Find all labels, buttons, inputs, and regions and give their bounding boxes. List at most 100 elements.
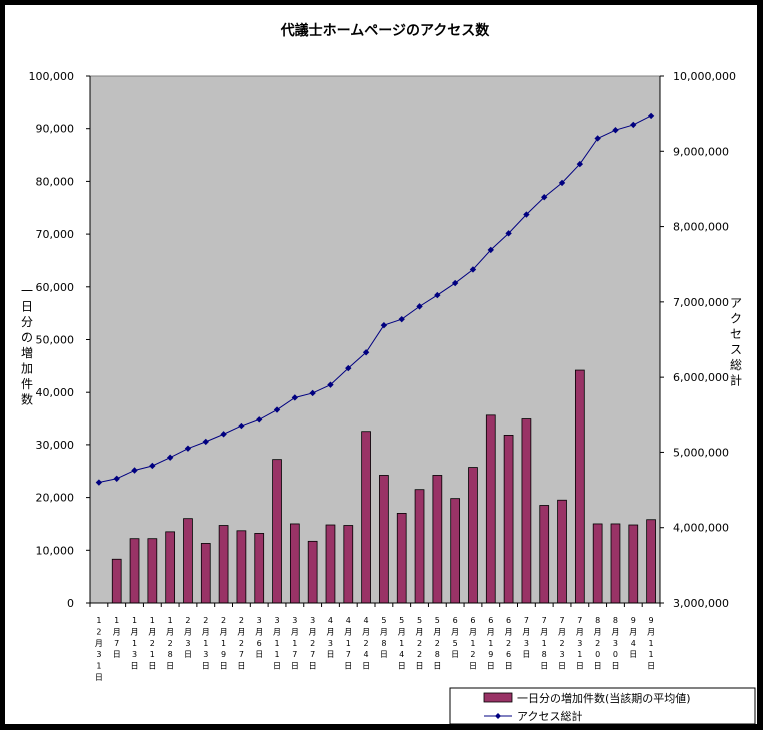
right-tick-label-1: 4,000,000 <box>673 522 729 535</box>
right-tick-label-3: 6,000,000 <box>673 371 729 384</box>
chart: 代議士ホームページのアクセス数 0 10,000 20,000 30,000 40,00… <box>21 22 756 724</box>
total-point-12 <box>309 389 316 397</box>
bar-5 <box>183 518 193 604</box>
right-tick-label-5: 8,000,000 <box>673 221 729 234</box>
total-point-15 <box>362 349 370 356</box>
left-tick-label-9: 90,000 <box>36 123 75 136</box>
bar-12 <box>307 540 318 604</box>
total-point-20 <box>451 279 459 287</box>
bar-24 <box>521 418 532 604</box>
bar-18 <box>414 489 425 604</box>
total-point-28 <box>594 135 601 142</box>
total-point-29 <box>612 127 619 134</box>
total-point-16 <box>380 321 388 329</box>
bar-9 <box>254 533 265 604</box>
chart-frame: 代議士ホームページのアクセス数 0 10,000 20,000 30,000 40,00… <box>5 5 757 724</box>
bar-19 <box>432 475 443 604</box>
left-tick-label-2: 20,000 <box>36 492 75 505</box>
total-point-31 <box>647 112 655 120</box>
right-tick-label-4: 7,000,000 <box>673 296 729 309</box>
bar-8 <box>236 530 247 604</box>
left-tick-label-6: 60,000 <box>36 281 75 294</box>
total-point-3 <box>149 462 156 470</box>
y2-axis-title: アクセス総計 <box>730 296 742 388</box>
bar-20 <box>450 498 461 604</box>
bar-10 <box>272 459 282 604</box>
right-tick-label-2: 5,000,000 <box>673 446 729 459</box>
total-point-17 <box>398 315 405 323</box>
bar-31 <box>646 519 656 604</box>
total-point-30 <box>630 121 637 129</box>
bar-30 <box>628 524 639 604</box>
bar-11 <box>289 523 300 604</box>
total-point-13 <box>327 381 334 388</box>
bar-23 <box>503 435 514 604</box>
chart-title: 代議士ホームページのアクセス数 <box>280 22 491 39</box>
total-point-24 <box>523 211 530 218</box>
bar-2 <box>129 538 140 604</box>
legend-label-line: アクセス総計 <box>517 709 582 723</box>
bar-28 <box>592 523 603 604</box>
legend-label-bars: 一日分の増加件数(当該期の平均値) <box>517 691 691 705</box>
left-tick-label-4: 40,000 <box>36 386 75 399</box>
left-tick-label-0: 0 <box>67 597 74 610</box>
left-tick-label-1: 10,000 <box>36 544 75 557</box>
bar-15 <box>361 431 371 604</box>
total-point-1 <box>113 475 120 482</box>
bar-29 <box>610 523 621 604</box>
y-axis-title: 一日分の増加件数 <box>21 284 33 407</box>
total-point-18 <box>416 303 423 310</box>
total-point-14 <box>345 364 352 372</box>
bar-4 <box>165 531 176 604</box>
bar-21 <box>468 467 478 604</box>
bar-6 <box>200 543 211 604</box>
total-point-23 <box>505 230 512 237</box>
total-point-5 <box>184 445 192 452</box>
left-tick-label-8: 80,000 <box>36 175 75 188</box>
legend-swatch-bars <box>483 692 513 703</box>
bar-22 <box>485 414 496 604</box>
bar-13 <box>325 524 336 604</box>
bar-1 <box>111 558 122 604</box>
total-point-9 <box>256 416 263 423</box>
left-tick-label-7: 70,000 <box>36 228 75 241</box>
left-tick-label-5: 50,000 <box>36 334 75 347</box>
left-tick-label-10: 100,000 <box>29 70 75 83</box>
bar-25 <box>539 505 550 604</box>
right-tick-label-6: 9,000,000 <box>673 145 729 158</box>
bar-17 <box>396 513 407 604</box>
total-point-6 <box>202 438 209 446</box>
total-point-21 <box>469 266 477 273</box>
total-point-10 <box>273 406 281 413</box>
total-point-19 <box>434 291 441 299</box>
legend-swatch-marker <box>495 713 501 719</box>
bar-27 <box>574 369 585 604</box>
left-tick-label-3: 30,000 <box>36 439 75 452</box>
